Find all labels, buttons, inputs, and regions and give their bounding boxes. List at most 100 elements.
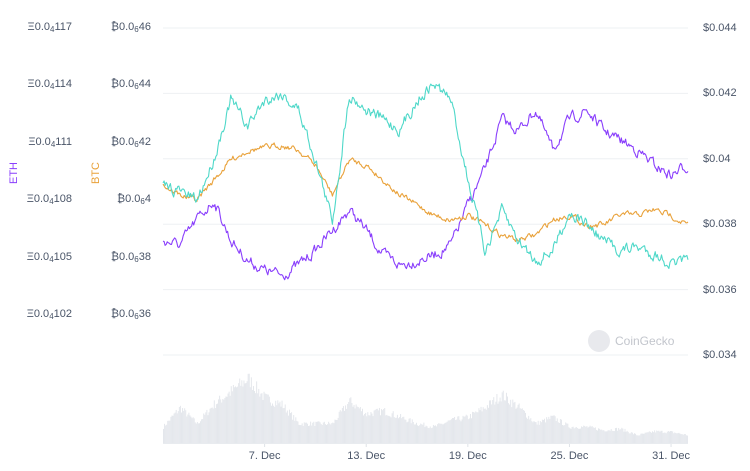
volume-bar — [554, 416, 556, 443]
volume-bar — [266, 394, 268, 443]
volume-bar — [540, 422, 542, 443]
volume-bar — [312, 422, 314, 443]
volume-bar — [459, 419, 461, 443]
eth-tick-label: Ξ0.04108 — [27, 192, 72, 209]
x-tick-label: 25. Dec — [550, 450, 589, 462]
volume-bar — [565, 422, 567, 443]
eth-tick-label: Ξ0.04102 — [27, 307, 72, 324]
volume-bar — [680, 434, 682, 443]
volume-bar — [455, 420, 457, 443]
volume-bar — [424, 427, 426, 443]
volume-bar — [345, 405, 347, 443]
volume-bar — [535, 422, 537, 443]
volume-bar — [442, 424, 444, 443]
tick-text: 4 — [49, 197, 54, 207]
volume-bar — [479, 410, 481, 443]
volume-bar — [414, 424, 416, 443]
volume-bar — [494, 404, 496, 443]
volume-bar — [190, 416, 192, 443]
btc-tick-label: ₿0.0638 — [111, 250, 151, 267]
volume-bar — [486, 405, 488, 443]
volume-bar — [572, 426, 574, 443]
volume-bar — [378, 407, 380, 443]
volume-bar — [500, 401, 502, 443]
volume-bar — [292, 419, 294, 443]
volume-bar — [348, 401, 350, 443]
volume-bar — [431, 427, 433, 443]
volume-bar — [185, 410, 187, 443]
volume-bar — [317, 421, 319, 443]
volume-bar — [521, 408, 523, 443]
volume-bar — [252, 386, 254, 443]
volume-bar — [257, 393, 259, 443]
volume-bar — [295, 417, 297, 443]
volume-bar — [347, 404, 349, 443]
volume-bar — [275, 400, 277, 443]
volume-bar — [417, 425, 419, 443]
volume-bar — [668, 431, 670, 443]
volume-bar — [365, 412, 367, 443]
tick-text: 114 — [54, 78, 72, 91]
volume-bar — [322, 422, 324, 443]
volume-bar — [286, 410, 288, 443]
volume-bar — [364, 414, 366, 443]
volume-bar — [363, 415, 365, 443]
volume-bar — [298, 424, 300, 443]
volume-bar — [341, 407, 343, 443]
volume-bar — [489, 400, 491, 443]
volume-bar — [574, 427, 576, 443]
btc-tick-label: ₿0.0642 — [111, 135, 151, 152]
volume-bar — [571, 427, 573, 443]
volume-bar — [407, 421, 409, 443]
volume-bar — [498, 401, 500, 443]
volume-bar — [499, 397, 501, 443]
volume-bar — [232, 384, 234, 443]
volume-bar — [547, 419, 549, 443]
volume-bar — [655, 432, 657, 443]
volume-bar — [186, 416, 188, 443]
volume-bar — [421, 424, 423, 443]
volume-bar — [580, 428, 582, 443]
volume-bar — [482, 407, 484, 443]
volume-bar — [371, 413, 373, 443]
volume-bar — [649, 431, 651, 443]
volume-bar — [178, 406, 180, 443]
volume-bar — [598, 428, 600, 443]
volume-bar — [311, 425, 313, 443]
volume-bar — [659, 431, 661, 443]
volume-bar — [518, 403, 520, 443]
volume-bar — [176, 413, 178, 443]
volume-bar — [167, 420, 169, 443]
volume-bar — [195, 423, 197, 443]
volume-bar — [240, 385, 242, 443]
volume-bar — [337, 417, 339, 443]
tick-text: 108 — [53, 193, 72, 206]
tick-text: 46 — [138, 21, 151, 33]
volume-bar — [296, 420, 298, 443]
tick-text: ₿0.0 — [110, 250, 135, 263]
volume-bar — [450, 419, 452, 443]
volume-bar — [282, 408, 284, 443]
eth-axis-title: ETH — [8, 162, 20, 184]
volume-bar — [620, 429, 622, 443]
volume-bar — [340, 411, 342, 443]
volume-bar — [243, 380, 245, 443]
volume-bar — [599, 428, 601, 443]
volume-bar — [591, 426, 593, 443]
volume-bar — [237, 386, 239, 443]
tick-text: ₿0.0 — [110, 78, 135, 91]
volume-bar — [245, 382, 247, 443]
volume-bar — [379, 415, 381, 443]
volume-bar — [401, 418, 403, 443]
volume-bar — [544, 418, 546, 443]
volume-bar — [247, 373, 249, 443]
tick-text: ₿0.0 — [116, 193, 141, 206]
volume-bar — [242, 386, 244, 443]
volume-bar — [542, 419, 544, 443]
volume-bar — [383, 408, 385, 443]
volume-bar — [463, 416, 465, 443]
volume-bar — [324, 424, 326, 443]
volume-bar — [549, 418, 551, 443]
volume-bar — [224, 397, 226, 443]
